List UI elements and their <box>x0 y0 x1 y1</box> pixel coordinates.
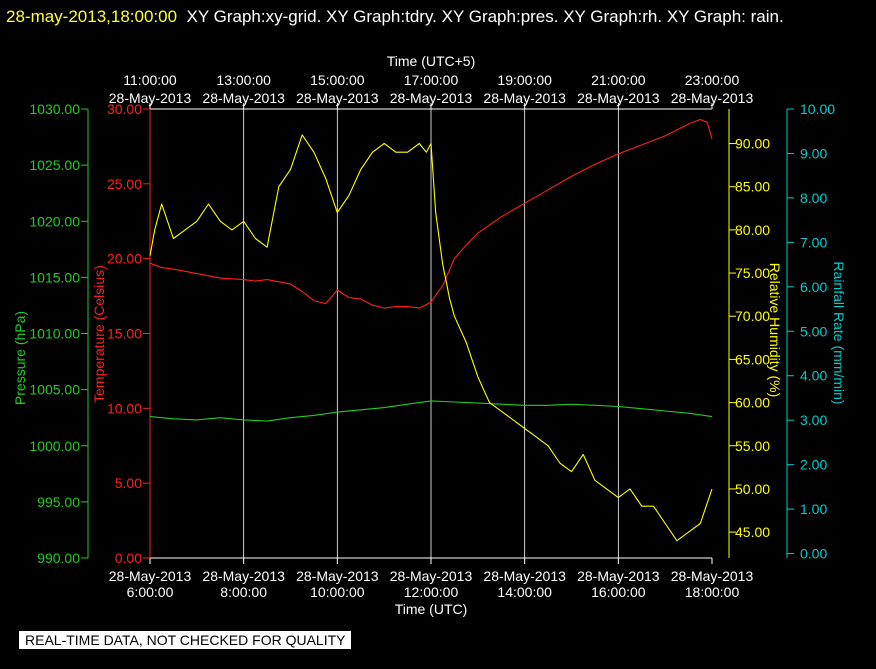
x-tick-label-top-time: 21:00:00 <box>591 72 646 88</box>
header-title: 28-may-2013,18:00:00 XY Graph:xy-grid. X… <box>6 2 866 31</box>
temperature-tick-label: 25.00 <box>107 176 142 192</box>
humidity-tick-label: 90.00 <box>735 136 770 152</box>
temperature-tick-label: 20.00 <box>107 251 142 267</box>
x-tick-label-top-time: 13:00:00 <box>216 72 271 88</box>
axes <box>81 108 794 559</box>
pressure-tick-label: 1015.00 <box>29 269 80 285</box>
humidity-tick-label: 45.00 <box>735 524 770 540</box>
rain-tick-label: 10.00 <box>800 101 835 117</box>
pressure-tick-label: 1020.00 <box>29 213 80 229</box>
pressure-tick-label: 1010.00 <box>29 326 80 342</box>
temperature-tick-label: 5.00 <box>115 475 142 491</box>
pressure-tick-label: 1000.00 <box>29 438 80 454</box>
x-tick-label-top-date: 28-May-2013 <box>202 90 285 106</box>
axis-labels: 28-May-20136:00:0011:00:0028-May-201328-… <box>12 53 847 617</box>
x-tick-label-bottom-time: 14:00:00 <box>497 584 552 600</box>
x-tick-label-top-date: 28-May-2013 <box>577 90 660 106</box>
x-tick-label-top-date: 28-May-2013 <box>483 90 566 106</box>
x-tick-label-bottom-date: 28-May-2013 <box>109 568 192 584</box>
temperature-tick-label: 10.00 <box>107 400 142 416</box>
rain-tick-label: 4.00 <box>800 368 827 384</box>
humidity-tick-label: 70.00 <box>735 308 770 324</box>
rain-axis-title: Rainfall Rate (mm/min) <box>831 261 847 404</box>
pressure-tick-label: 1005.00 <box>29 382 80 398</box>
temperature-tick-label: 30.00 <box>107 101 142 117</box>
pressure-tick-label: 1030.00 <box>29 101 80 117</box>
rain-tick-label: 0.00 <box>800 546 827 562</box>
temperature-tick-label: 15.00 <box>107 326 142 342</box>
x-tick-label-bottom-time: 8:00:00 <box>220 584 267 600</box>
x-tick-label-top-time: 11:00:00 <box>123 72 177 88</box>
x-tick-label-top-time: 17:00:00 <box>404 72 459 88</box>
x-tick-label-bottom-date: 28-May-2013 <box>577 568 660 584</box>
pressure-tick-label: 995.00 <box>37 494 80 510</box>
x-tick-label-top-date: 28-May-2013 <box>296 90 379 106</box>
grid-lines <box>149 103 713 564</box>
rain-tick-label: 7.00 <box>800 234 827 250</box>
x-tick-label-bottom-date: 28-May-2013 <box>671 568 754 584</box>
humidity-line <box>149 134 713 542</box>
rain-tick-label: 5.00 <box>800 323 827 339</box>
humidity-tick-label: 65.00 <box>735 351 770 367</box>
humidity-tick-label: 85.00 <box>735 179 770 195</box>
x-tick-label-top-time: 23:00:00 <box>685 72 740 88</box>
x-tick-label-bottom-time: 18:00:00 <box>685 584 740 600</box>
pressure-axis-title: Pressure (hPa) <box>12 311 28 405</box>
x-tick-label-bottom-time: 6:00:00 <box>127 584 174 600</box>
x-tick-label-top-date: 28-May-2013 <box>671 90 754 106</box>
humidity-tick-label: 50.00 <box>735 481 770 497</box>
x-tick-label-top-date: 28-May-2013 <box>109 90 192 106</box>
x-tick-label-top-time: 15:00:00 <box>310 72 365 88</box>
x-tick-label-bottom-date: 28-May-2013 <box>390 568 473 584</box>
quality-notice: REAL-TIME DATA, NOT CHECKED FOR QUALITY <box>19 631 352 649</box>
pressure-tick-label: 990.00 <box>37 550 80 566</box>
temperature-axis-title: Temperature (Celsius) <box>91 265 107 403</box>
x-tick-label-top-date: 28-May-2013 <box>390 90 473 106</box>
humidity-tick-label: 60.00 <box>735 395 770 411</box>
header-graphs: XY Graph:xy-grid. XY Graph:tdry. XY Grap… <box>186 7 784 26</box>
x-tick-label-bottom-time: 16:00:00 <box>591 584 646 600</box>
series-lines <box>149 118 713 542</box>
x-axis-label-top: Time (UTC+5) <box>387 53 476 69</box>
rain-tick-label: 1.00 <box>800 501 827 517</box>
rain-tick-label: 6.00 <box>800 279 827 295</box>
humidity-tick-label: 55.00 <box>735 438 770 454</box>
x-tick-label-bottom-date: 28-May-2013 <box>296 568 379 584</box>
humidity-tick-label: 80.00 <box>735 222 770 238</box>
pressure-tick-label: 1025.00 <box>29 157 80 173</box>
rain-tick-label: 2.00 <box>800 457 827 473</box>
rain-tick-label: 8.00 <box>800 190 827 206</box>
x-tick-label-top-time: 19:00:00 <box>497 72 552 88</box>
x-tick-label-bottom-time: 10:00:00 <box>310 584 365 600</box>
x-axis-label-bottom: Time (UTC) <box>395 601 468 617</box>
header-datetime: 28-may-2013,18:00:00 <box>6 7 178 26</box>
x-tick-label-bottom-date: 28-May-2013 <box>202 568 285 584</box>
temperature-tick-label: 0.00 <box>115 550 142 566</box>
rain-tick-label: 9.00 <box>800 145 827 161</box>
humidity-tick-label: 75.00 <box>735 265 770 281</box>
temperature-line <box>149 118 713 309</box>
pressure-line <box>149 400 713 422</box>
x-tick-label-bottom-time: 12:00:00 <box>404 584 459 600</box>
x-tick-label-bottom-date: 28-May-2013 <box>483 568 566 584</box>
humidity-axis-title: Relative Humidity (%) <box>767 263 783 398</box>
rain-tick-label: 3.00 <box>800 412 827 428</box>
